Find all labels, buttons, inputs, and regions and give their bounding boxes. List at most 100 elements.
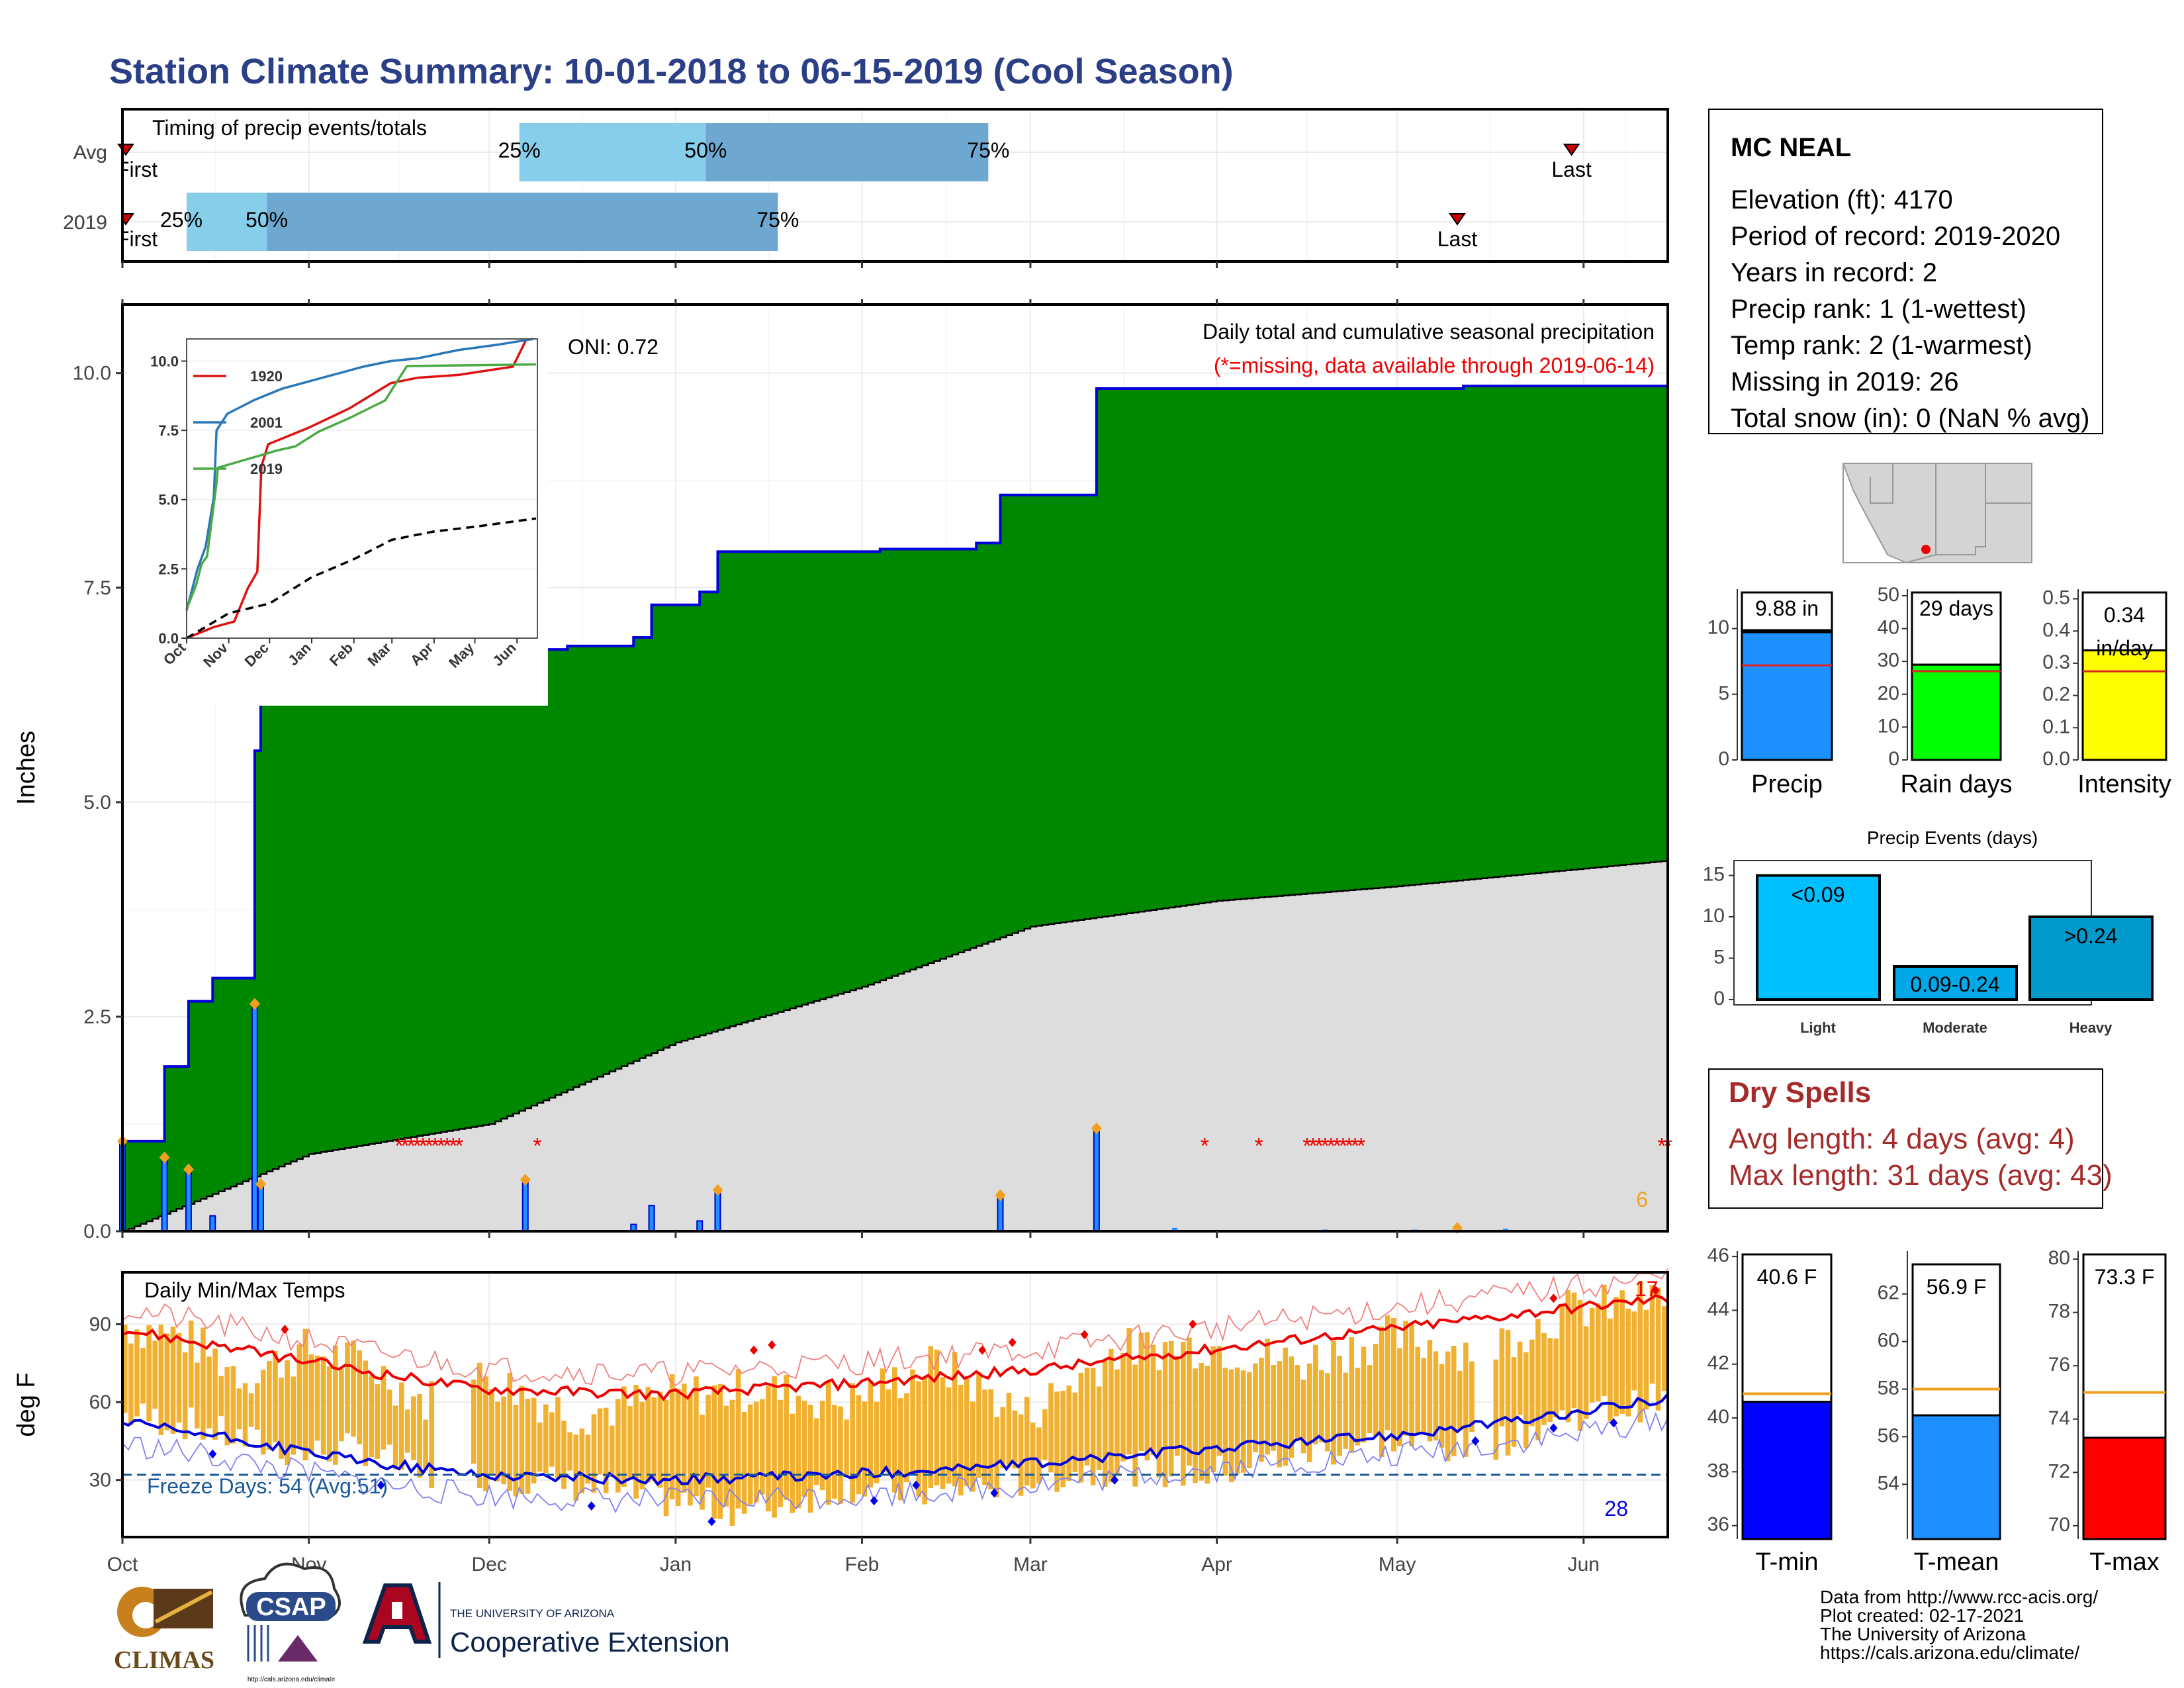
temp-plot xyxy=(122,1268,1669,1526)
temp-bar-tick: 40 xyxy=(1707,1406,1729,1428)
daily-temp-range-bar xyxy=(1193,1368,1198,1483)
daily-temp-range-bar xyxy=(1247,1372,1252,1469)
missing-data-marker: * xyxy=(1201,1133,1209,1158)
daily-temp-range-bar xyxy=(381,1366,387,1450)
daily-temp-range-bar xyxy=(784,1375,790,1500)
daily-temp-range-bar xyxy=(729,1399,735,1526)
temp-bar-name: T-mean xyxy=(1914,1548,1999,1576)
daily-temp-range-bar xyxy=(1240,1370,1246,1473)
heavy-event-marker xyxy=(183,1163,194,1176)
daily-precip-bar xyxy=(714,1189,721,1233)
daily-temp-range-bar xyxy=(1619,1290,1625,1414)
daily-temp-range-bar xyxy=(1054,1391,1060,1492)
temp-bar-t-mean xyxy=(1911,1414,2001,1540)
temp-bar-name: T-max xyxy=(2089,1548,2160,1576)
daily-temp-range-bar xyxy=(1337,1356,1342,1456)
daily-temp-range-bar xyxy=(663,1399,669,1517)
daily-temp-range-bar xyxy=(1006,1393,1012,1468)
daily-temp-range-bar xyxy=(525,1399,531,1494)
month-tick-label: Jan xyxy=(660,1554,692,1575)
temp-y-tick: 60 xyxy=(89,1391,111,1413)
daily-temp-range-bar xyxy=(705,1395,711,1488)
timing-label: Timing of precip events/totals xyxy=(152,116,427,140)
daily-temp-range-bar xyxy=(1289,1356,1295,1458)
daily-temp-range-bar xyxy=(519,1385,525,1494)
missing-data-marker: * xyxy=(1255,1133,1263,1158)
daily-temp-range-bar xyxy=(633,1385,639,1499)
daily-temp-range-bar xyxy=(188,1320,194,1408)
daily-temp-range-bar xyxy=(279,1378,284,1459)
summary-bar-tick: 20 xyxy=(1878,682,1899,704)
precip-y-tick: 5.0 xyxy=(83,792,111,814)
daily-temp-range-bar xyxy=(688,1394,693,1506)
daily-temp-range-bar xyxy=(952,1352,958,1487)
daily-temp-range-bar xyxy=(928,1346,934,1489)
timing-last-label: Last xyxy=(1551,158,1592,181)
heavy-event-marker xyxy=(159,1151,170,1164)
timing-pct-label: 75% xyxy=(967,138,1009,162)
daily-temp-range-bar xyxy=(375,1384,381,1459)
timing-bar-50-75 xyxy=(705,123,989,181)
temp-bar-tick: 46 xyxy=(1707,1244,1729,1266)
daily-temp-range-bar xyxy=(176,1333,182,1423)
record-low-marker xyxy=(1111,1475,1119,1485)
temp-bar-tick: 54 xyxy=(1878,1472,1899,1494)
summary-bar-name: Intensity xyxy=(2077,771,2171,798)
daily-temp-range-bar xyxy=(1577,1300,1583,1431)
missing-data-marker: * xyxy=(1339,1133,1347,1158)
daily-temp-range-bar xyxy=(1614,1297,1619,1417)
daily-temp-range-bar xyxy=(1505,1330,1511,1456)
summary-bars: 0 5 10 9.88 in Precip 0 10 20 30 40 50 29 days Rain … xyxy=(1707,584,2171,798)
daily-temp-range-bar xyxy=(345,1342,350,1434)
temp-bar-tick: 80 xyxy=(2048,1247,2070,1269)
daily-precip-bar xyxy=(522,1179,529,1232)
summary-bar-rain-days xyxy=(1911,663,2002,761)
daily-temp-range-bar xyxy=(1547,1338,1553,1423)
timing-pct-label: 50% xyxy=(684,138,727,162)
precip-legend-title: Daily total and cumulative seasonal prec… xyxy=(1203,320,1655,344)
temp-bar-tick: 76 xyxy=(2048,1354,2070,1376)
daily-temp-range-bar xyxy=(501,1396,506,1485)
precip-y-tick: 10.0 xyxy=(73,363,111,385)
inset-legend-label: 2001 xyxy=(250,414,283,431)
record-low-marker xyxy=(870,1496,878,1506)
missing-data-marker: * xyxy=(400,1133,409,1158)
daily-temp-range-bar xyxy=(1312,1344,1318,1444)
daily-temp-range-bar xyxy=(1115,1369,1120,1474)
daily-temp-range-bar xyxy=(351,1340,356,1437)
daily-temp-range-bar xyxy=(1150,1344,1156,1456)
daily-temp-range-bar xyxy=(1253,1363,1258,1452)
daily-temp-range-bar xyxy=(1216,1346,1222,1456)
locator-map xyxy=(1843,463,2032,563)
daily-temp-range-bar xyxy=(1234,1367,1240,1474)
daily-temp-range-bar xyxy=(1457,1370,1463,1430)
daily-temp-range-bar xyxy=(591,1414,597,1493)
daily-temp-range-bar xyxy=(1535,1319,1541,1440)
inset-y-tick: 2.5 xyxy=(158,561,179,577)
daily-temp-range-bar xyxy=(1655,1288,1661,1411)
missing-data-marker: * xyxy=(437,1133,445,1158)
daily-temp-range-bar xyxy=(1583,1326,1589,1419)
timing-bar-25-50 xyxy=(519,123,706,181)
daily-temp-range-bar xyxy=(796,1395,801,1509)
daily-temp-range-bar xyxy=(1367,1364,1373,1434)
dry-spells-max: Max length: 31 days (avg: 43) xyxy=(1729,1159,2113,1192)
daily-temp-range-bar xyxy=(916,1381,921,1497)
daily-temp-range-bar xyxy=(1523,1352,1529,1448)
summary-bar-tick: 0.0 xyxy=(2042,748,2070,770)
daily-temp-range-bar xyxy=(1529,1339,1535,1427)
temp-bar-tick: 44 xyxy=(1707,1298,1729,1320)
daily-temp-range-bar xyxy=(302,1329,308,1461)
daily-temp-range-bar xyxy=(1565,1290,1571,1423)
daily-temp-range-bar xyxy=(1181,1342,1186,1486)
summary-bar-value: in/day xyxy=(2096,636,2152,660)
timing-pct-label: 50% xyxy=(246,208,288,232)
summary-bar-tick: 0.1 xyxy=(2042,716,2070,737)
summary-bar-name: Rain days xyxy=(1901,771,2013,798)
climas-logo-text: CLIMAS xyxy=(114,1646,214,1674)
daily-temp-range-bar xyxy=(700,1415,705,1510)
temp-bar-value: 40.6 F xyxy=(1757,1265,1817,1289)
daily-temp-range-bar xyxy=(1643,1309,1649,1410)
month-tick-label: Jun xyxy=(1568,1554,1600,1575)
